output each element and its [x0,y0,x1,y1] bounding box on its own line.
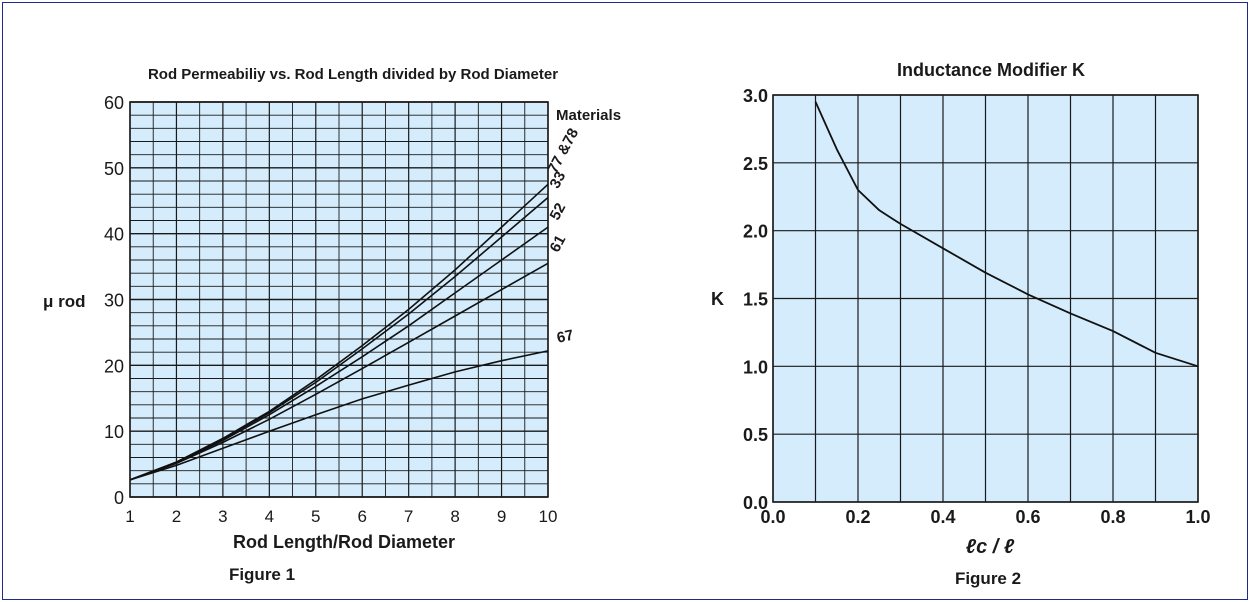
figure-2-x-ticks: 0.0 0.2 0.4 0.6 0.8 1.0 [760,507,1210,527]
figure-1-title: Rod Permeabiliy vs. Rod Length divided b… [148,66,558,83]
figure-1-grid [129,101,549,498]
y-tick-label: 3.0 [743,86,768,106]
x-tick-label: 1 [125,507,134,526]
y-tick-label: 2.0 [743,222,768,242]
y-tick-label: 0 [114,488,124,508]
series-label-77-78: 77 &78 [545,125,583,176]
series-line-52 [129,226,549,481]
series-line-67 [129,350,549,481]
y-tick-label: 30 [104,291,124,311]
figure-2-series [814,101,1199,368]
series-label-33: 33 [547,169,570,192]
y-tick-label: 0.5 [743,425,768,445]
x-tick-label: 0.0 [760,507,785,527]
figure-2-title: Inductance Modifier K [897,60,1085,80]
figure-1-caption: Figure 1 [229,565,295,584]
x-tick-label: 4 [265,507,274,526]
figure-1-y-axis-label: μ rod [43,292,86,311]
figure-2-x-axis-label: ℓc / ℓ [966,536,1015,558]
series-label-61: 61 [547,232,570,255]
x-tick-label: 9 [497,507,506,526]
y-tick-label: 50 [104,159,124,179]
y-tick-label: 10 [104,422,124,442]
figure-2-y-ticks: 0.0 0.5 1.0 1.5 2.0 2.5 3.0 [743,86,768,513]
x-tick-label: 1.0 [1185,507,1210,527]
figure-2-plot-border [772,94,1199,503]
figure-1-y-ticks: 0 10 20 30 40 50 60 [104,93,124,508]
series-line-k [814,101,1199,368]
y-tick-label: 20 [104,356,124,376]
y-tick-label: 1.0 [743,357,768,377]
y-tick-label: 1.5 [743,290,768,310]
figure-1-x-ticks: 1 2 3 4 5 6 7 8 9 10 [125,507,557,526]
x-tick-label: 0.2 [845,507,870,527]
figure-2-grid [772,94,1199,503]
x-tick-label: 7 [404,507,413,526]
series-line-33 [129,196,549,481]
y-tick-label: 40 [104,225,124,245]
series-line-61 [129,262,549,481]
x-tick-label: 3 [218,507,227,526]
series-label-52: 52 [547,200,570,223]
x-tick-label: 0.8 [1100,507,1125,527]
x-tick-label: 6 [357,507,366,526]
y-tick-label: 2.5 [743,154,768,174]
x-tick-label: 0.4 [930,507,955,527]
x-tick-label: 2 [172,507,181,526]
figure-1-legend-title: Materials [556,107,621,124]
figure-2-caption: Figure 2 [955,569,1021,588]
y-tick-label: 0.0 [743,493,768,513]
figure-2-y-axis-label: K [711,289,724,309]
figure-1-x-axis-label: Rod Length/Rod Diameter [233,532,455,552]
x-tick-label: 8 [450,507,459,526]
series-label-67: 67 [555,327,575,347]
figure-1-series [129,183,549,481]
x-tick-label: 0.6 [1015,507,1040,527]
x-tick-label: 5 [311,507,320,526]
figure-1-plot-border [129,101,549,498]
y-tick-label: 60 [104,93,124,113]
figure-2: Inductance Modifier K 0.0 0.5 1.0 1.5 2.0 2.5… [711,60,1211,588]
figure-1: Rod Permeabiliy vs. Rod Length divided b… [43,66,621,584]
x-tick-label: 10 [539,507,558,526]
